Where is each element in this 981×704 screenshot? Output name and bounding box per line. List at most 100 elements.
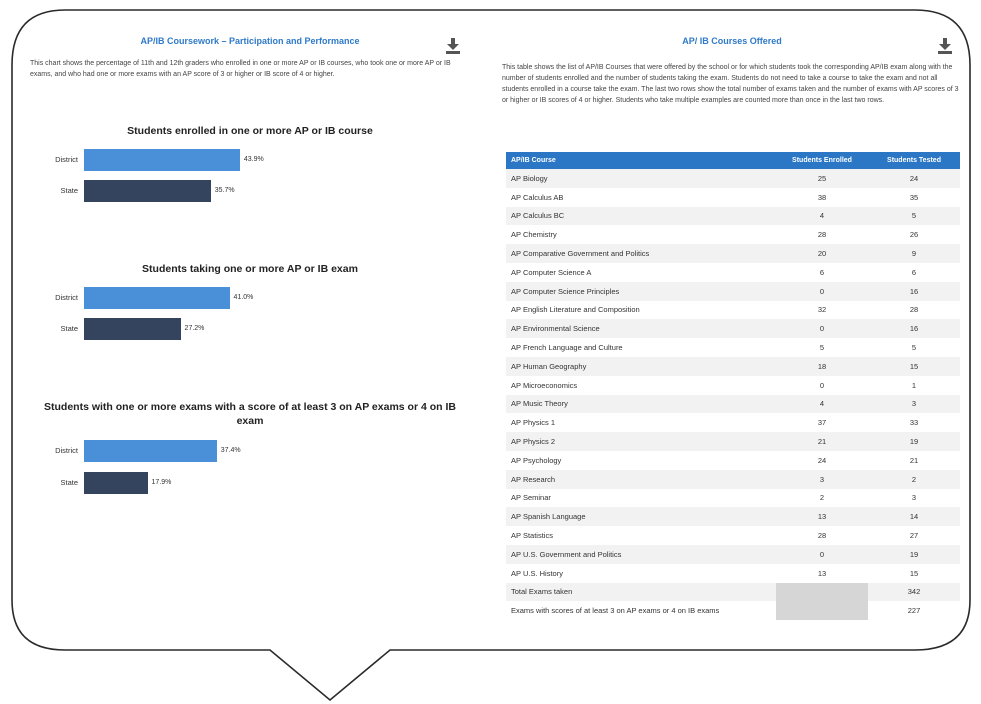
- table-row: AP Comparative Government and Politics 20…: [506, 244, 960, 263]
- table-row: AP U.S. History 13 15: [506, 563, 960, 583]
- chart-taking-exam: Students taking one or more AP or IB exa…: [30, 262, 470, 342]
- cell-course: AP Statistics: [506, 526, 776, 545]
- cell-tested: 16: [868, 319, 960, 339]
- cell-course: AP Chemistry: [506, 225, 776, 245]
- table-row: AP Music Theory 4 3: [506, 394, 960, 414]
- table-row: AP Spanish Language 13 14: [506, 507, 960, 527]
- cell-enrolled: 25: [776, 169, 868, 188]
- cell-tested: 2: [868, 469, 960, 489]
- chart-enrolled: Students enrolled in one or more AP or I…: [30, 124, 470, 204]
- cell-course: AP Physics 1: [506, 413, 776, 433]
- cell-tested: 21: [868, 450, 960, 470]
- bar-state: [84, 318, 181, 340]
- cell-enrolled: 28: [776, 526, 868, 545]
- table-row: AP Seminar 2 3: [506, 488, 960, 508]
- cell-tested: 5: [868, 206, 960, 226]
- table-row: AP Environmental Science 0 16: [506, 319, 960, 339]
- download-icon[interactable]: [446, 38, 460, 54]
- download-icon[interactable]: [938, 38, 952, 54]
- cell-enrolled: 32: [776, 300, 868, 320]
- bar-district: [84, 287, 230, 309]
- cell-tested: 9: [868, 244, 960, 263]
- cell-enrolled: 6: [776, 262, 868, 282]
- cell-tested: 24: [868, 169, 960, 188]
- chart-score-3-or-higher: Students with one or more exams with a s…: [30, 400, 470, 500]
- cell-course: Exams with scores of at least 3 on AP ex…: [506, 601, 776, 621]
- cell-enrolled: 28: [776, 225, 868, 245]
- bar-label: State: [60, 324, 78, 333]
- cell-tested: 1: [868, 375, 960, 395]
- table-header-row: AP/IB Course Students Enrolled Students …: [506, 152, 960, 169]
- cell-course: AP Calculus BC: [506, 206, 776, 226]
- cell-enrolled: 4: [776, 206, 868, 226]
- cell-tested: 16: [868, 281, 960, 301]
- cell-tested: 15: [868, 356, 960, 376]
- column-header-enrolled[interactable]: Students Enrolled: [776, 152, 868, 169]
- cell-enrolled: 21: [776, 432, 868, 451]
- column-header-tested[interactable]: Students Tested: [868, 152, 960, 169]
- cell-enrolled: 0: [776, 375, 868, 395]
- cell-enrolled: 2: [776, 488, 868, 508]
- cell-tested: 27: [868, 526, 960, 545]
- bar-district: [84, 440, 217, 462]
- cell-tested: 342: [868, 582, 960, 602]
- table-row: AP Physics 1 37 33: [506, 413, 960, 433]
- cell-course: AP Music Theory: [506, 394, 776, 414]
- table-row: AP U.S. Government and Politics 0 19: [506, 544, 960, 564]
- table-row: AP Calculus BC 4 5: [506, 206, 960, 226]
- bar-state: [84, 472, 148, 494]
- cell-course: AP French Language and Culture: [506, 338, 776, 357]
- cell-course: AP Spanish Language: [506, 507, 776, 527]
- cell-tested: 14: [868, 507, 960, 527]
- bar-label: State: [60, 478, 78, 487]
- cell-tested: 15: [868, 563, 960, 583]
- table-row: AP Computer Science Principles 0 16: [506, 281, 960, 301]
- panel-title: AP/ IB Courses Offered: [682, 36, 782, 46]
- cell-enrolled: [776, 582, 868, 602]
- table-row: AP Microeconomics 0 1: [506, 375, 960, 395]
- cell-tested: 6: [868, 262, 960, 282]
- bar-label: District: [55, 155, 78, 164]
- bar-value-label: 35.7%: [214, 187, 235, 194]
- table-row: AP Physics 2 21 19: [506, 432, 960, 451]
- cell-enrolled: 0: [776, 544, 868, 564]
- cell-course: AP Microeconomics: [506, 375, 776, 395]
- panel-title: AP/IB Coursework – Participation and Per…: [140, 36, 360, 46]
- cell-tested: 3: [868, 394, 960, 414]
- courses-table: AP/IB Course Students Enrolled Students …: [506, 152, 960, 621]
- cell-course: AP Computer Science Principles: [506, 281, 776, 301]
- bar-value-label: 17.9%: [151, 479, 172, 486]
- bar-state: [84, 180, 211, 202]
- table-row: AP Biology 25 24: [506, 169, 960, 188]
- cell-course: AP U.S. History: [506, 563, 776, 583]
- cell-tested: 28: [868, 300, 960, 320]
- table-row: AP Human Geography 18 15: [506, 356, 960, 376]
- cell-course: AP Psychology: [506, 450, 776, 470]
- cell-course: AP Environmental Science: [506, 319, 776, 339]
- table-row: AP French Language and Culture 5 5: [506, 338, 960, 357]
- cell-course: AP Seminar: [506, 488, 776, 508]
- cell-enrolled: 3: [776, 469, 868, 489]
- table-total-row: Exams with scores of at least 3 on AP ex…: [506, 601, 960, 621]
- cell-tested: 26: [868, 225, 960, 245]
- cell-course: AP Comparative Government and Politics: [506, 244, 776, 263]
- cell-course: AP Human Geography: [506, 356, 776, 376]
- table-row: AP Research 3 2: [506, 469, 960, 489]
- cell-enrolled: 20: [776, 244, 868, 263]
- bar-label: State: [60, 186, 78, 195]
- bar-value-label: 41.0%: [233, 294, 254, 301]
- cell-enrolled: 38: [776, 187, 868, 207]
- table-row: AP English Literature and Composition 32 2…: [506, 300, 960, 320]
- cell-enrolled: [776, 601, 868, 621]
- cell-enrolled: 24: [776, 450, 868, 470]
- table-body: AP Biology 25 24 AP Calculus AB 38 35 AP Calcu…: [506, 169, 960, 621]
- bar-value-label: 43.9%: [243, 156, 264, 163]
- ap-ib-courses-offered-panel: AP/ IB Courses Offered This table shows …: [502, 36, 962, 621]
- bar-value-label: 27.2%: [184, 325, 205, 332]
- cell-tested: 5: [868, 338, 960, 357]
- panel-description: This chart shows the percentage of 11th …: [30, 60, 451, 78]
- table-row: AP Calculus AB 38 35: [506, 187, 960, 207]
- column-header-course[interactable]: AP/IB Course: [506, 152, 776, 169]
- table-row: AP Psychology 24 21: [506, 450, 960, 470]
